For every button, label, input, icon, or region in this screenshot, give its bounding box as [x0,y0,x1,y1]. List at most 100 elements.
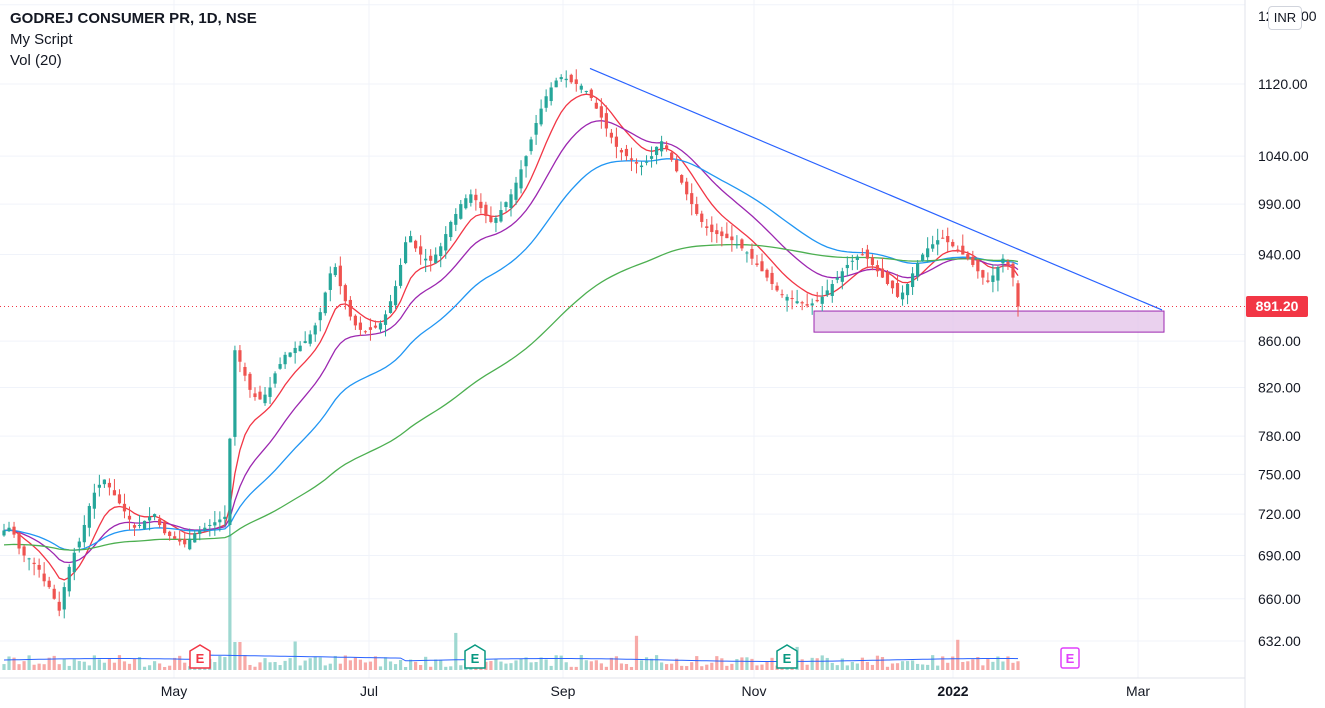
volume-bar [293,641,297,670]
volume-bar [705,664,709,670]
price-tick-label: 820.00 [1258,380,1301,396]
earnings-marker-box [776,644,798,669]
candle-body [303,341,307,344]
candle-body [820,296,824,304]
volume-bar [574,666,578,670]
candle-body [37,564,41,570]
volume-bar [263,658,267,670]
price-tick-label: 780.00 [1258,428,1301,444]
volume-bar [92,655,96,670]
volume-bar [700,666,704,670]
volume-bar [875,655,880,670]
candle-body [92,492,96,509]
volume-bar [830,662,834,670]
candle-body [740,239,744,249]
candle-body [238,350,242,362]
candle-body [810,303,814,306]
candle-body [328,273,332,290]
volume-bar [825,657,829,670]
candle-body [579,85,583,90]
candle-body [203,527,207,531]
currency-button[interactable]: INR [1268,6,1302,30]
candle-body [710,224,714,233]
volume-bar [7,656,11,670]
volume-bar [383,657,388,670]
volume-bar [926,664,930,670]
earnings-marker-label: E [471,651,480,666]
volume-bar [393,664,398,670]
candle-body [494,217,498,223]
volume-bar [629,666,634,670]
candle-body [409,236,413,243]
candle-body [72,552,76,573]
support-zone [813,310,1165,333]
candle-body [147,516,152,521]
candle-body [288,352,292,357]
volume-bar [434,659,438,670]
candle-body [414,240,418,249]
candle-body [931,244,935,249]
time-axis[interactable]: May Jul Sep Nov 2022 Mar [161,683,1151,699]
volume-bar [62,659,66,670]
volume-bar [885,666,890,670]
candle-body [825,290,829,295]
volume-bar [579,655,583,670]
volume-bar [1006,656,1010,670]
candle-body [865,249,870,259]
volume-bar [449,666,453,670]
candle-body [690,193,694,205]
volume-bar [378,666,383,670]
volume-bar [900,661,905,670]
volume-bar [1011,662,1015,670]
candle-body [268,387,272,397]
candle-body [87,506,91,528]
volume-bar [388,661,393,670]
time-tick-label: Sep [551,683,576,699]
volume-bar [976,657,980,670]
earnings-marker-negative: E [189,644,211,669]
volume-bar [102,662,106,670]
volume-bar [499,661,503,670]
candle-body [137,524,142,526]
candle-body [1016,283,1020,307]
candle-body [644,161,649,163]
volume-bar [368,661,373,670]
volume-bar [47,657,51,670]
candle-body [158,519,162,525]
volume-bar [158,663,162,670]
candle-body [293,347,297,354]
volume-bar [670,663,674,670]
candle-body [469,194,473,203]
volume-bar [323,665,327,670]
price-axis[interactable]: 632.00 660.00 690.00 720.00 750.00 780.00 820.… [1258,8,1317,649]
candle-body [830,283,834,296]
candle-body [700,213,704,222]
last-price-tag: 891.20 [1246,296,1308,318]
volume-bar [348,660,352,670]
candle-body [860,254,864,256]
script-label[interactable]: My Script [10,31,73,48]
volume-bar [810,657,814,670]
candle-body [514,182,518,200]
volume-bar [514,660,518,670]
volume-bar [966,661,970,670]
candle-body [604,113,608,129]
candle-body [946,236,950,243]
volume-bar [850,661,854,670]
candle-body [981,270,985,278]
earnings-marker-box [1060,647,1080,669]
candle-body [459,204,463,219]
volume-bar [765,661,769,670]
volume-bar [82,661,86,670]
volume-bar [931,655,935,670]
volume-bar [32,664,36,670]
volume-label[interactable]: Vol (20) [10,52,62,69]
candle-body [971,256,975,265]
trendline[interactable] [589,67,1163,311]
candle-body [419,246,423,255]
volume-bar [122,661,127,670]
volume-bar [845,665,849,670]
symbol-title[interactable]: GODREJ CONSUMER PR, 1D, NSE [10,10,257,27]
